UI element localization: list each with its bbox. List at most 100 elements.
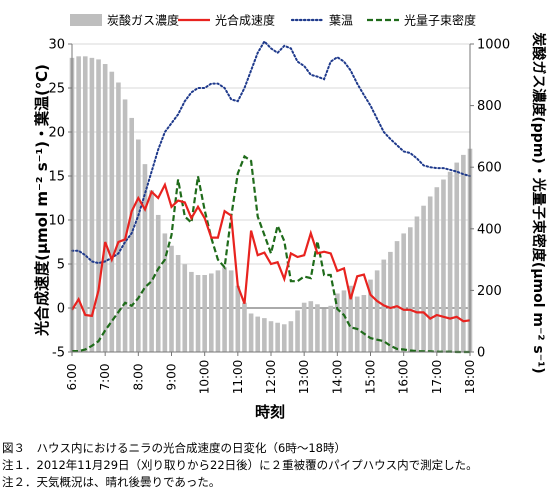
co2-bar [142,164,148,352]
co2-bar [427,196,433,352]
co2-bar [368,279,373,352]
co2-bar [341,290,347,352]
co2-bar [109,71,115,352]
co2-bar [281,324,287,352]
co2-bar [268,321,274,352]
legend-label: 炭酸ガス濃度 [107,13,179,28]
y-left-tick-label: 5 [57,258,65,273]
legend-label: 光合成速度 [215,13,275,28]
co2-bar [441,179,446,352]
x-axis-title: 時刻 [255,403,285,421]
y-left-tick-label: 20 [48,126,65,141]
co2-bar [295,310,300,352]
chart: -5 0 5 10 15 20 25 30 0 200 400 600 800 1000 6:00 7:00 8… [33,13,547,422]
legend-swatch-co2 [70,14,102,26]
series-line-ppfd [72,154,470,354]
co2-bar [122,99,128,352]
x-tick-label: 12:00 [264,360,278,395]
co2-bar [228,270,234,352]
co2-bar [162,233,168,352]
co2-bar [155,214,161,352]
co2-bar [255,316,261,352]
x-tick-label: 13:00 [297,360,311,395]
series-lines [71,39,471,354]
x-tick-label: 6:00 [65,364,79,391]
chart-axes: -5 0 5 10 15 20 25 30 0 200 400 600 800 1000 6:00 7:00 8… [48,38,510,395]
x-tick-label: 17:00 [430,360,444,395]
co2-bar [262,318,267,352]
y-right-tick-label: 0 [477,346,485,361]
co2-bar [175,254,181,352]
co2-bar [189,271,194,352]
y-left-tick-label: 15 [48,170,65,185]
y-axis-right-title: 炭酸ガス濃度(ppm)・光量子束密度(μmol m⁻² s⁻¹) [530,32,547,373]
co2-bar [374,270,380,352]
co2-bar [182,264,188,352]
y-right-tick-label: 800 [477,99,502,114]
co2-bar [354,296,360,352]
x-tick-label: 11:00 [231,360,245,395]
y-right-tick-label: 1000 [477,38,510,53]
y-left-tick-label: 25 [48,82,65,97]
co2-bar [388,251,393,352]
x-tick-label: 15:00 [364,360,378,395]
co2-bar [235,285,241,352]
co2-bar [116,82,121,352]
co2-bar [461,154,466,352]
co2-bar [454,162,460,352]
caption-note-2: 注２．天気概況は、晴れ後曇りであった。 [2,475,221,489]
co2-bar [195,275,201,352]
y-right-tick-label: 600 [477,161,502,176]
co2-bar [421,205,426,352]
caption-note-1: 注１．2012年11月29日（刈り取りから22日後）に２重被覆のパイプハウス内で… [2,458,478,472]
co2-bar [308,301,314,352]
co2-bar [248,313,254,352]
x-tick-label: 8:00 [131,364,145,391]
figure-caption: 図３ ハウス内におけるニラの光合成速度の日変化（6時～18時） [2,441,346,455]
co2-bar [401,233,406,352]
co2-bar [361,295,367,352]
legend-label: 葉温 [329,14,353,28]
co2-bar [321,308,327,352]
x-tick-label: 18:00 [463,360,477,395]
y-left-tick-label: 30 [48,38,65,53]
co2-bar [169,245,174,352]
x-tick-label: 14:00 [330,360,344,395]
co2-bar [414,216,420,352]
co2-bar [335,293,340,352]
co2-bar [434,187,440,352]
co2-bar [89,57,95,353]
y-left-tick-label: 10 [48,214,65,229]
co2-bar [96,59,101,353]
y-left-tick-label: -5 [52,346,65,361]
co2-bar [328,305,333,352]
x-tick-label: 16:00 [397,360,411,395]
co2-bar [242,302,247,352]
co2-bar [202,275,207,352]
co2-bar [82,56,88,352]
co2-bar [288,321,294,352]
y-right-tick-label: 400 [477,222,502,237]
co2-bar [129,117,134,352]
x-tick-label: 10:00 [198,360,212,395]
co2-bars [69,56,473,353]
co2-bar [408,227,413,352]
x-tick-label: 7:00 [98,364,112,391]
co2-bar [222,267,227,352]
co2-bar [348,285,353,352]
series-line-leaf-temp [71,39,471,265]
series-line-photosynthesis [71,181,471,323]
y-left-tick-label: 0 [57,302,65,317]
co2-bar [215,270,221,352]
x-tick-label: 9:00 [165,364,179,391]
co2-bar [394,241,400,352]
co2-bar [315,304,320,352]
co2-bar [76,56,81,352]
y-axis-left-title: 光合成速度(μmol m⁻² s⁻¹)・葉温(℃) [33,64,51,337]
y-right-tick-label: 200 [477,284,502,299]
legend-label: 光量子束密度 [404,13,476,28]
legend: 炭酸ガス濃度 光合成速度 葉温 光量子束密度 [70,13,476,28]
co2-bar [275,322,280,352]
co2-bar [102,64,108,353]
